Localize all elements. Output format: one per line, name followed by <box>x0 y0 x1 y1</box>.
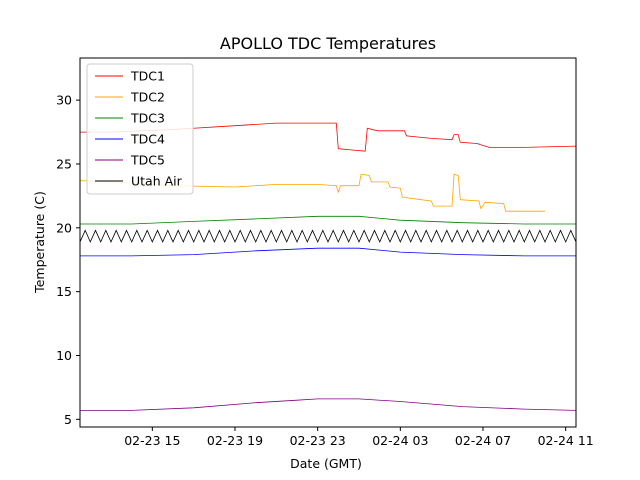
y-tick-label: 30 <box>56 93 72 108</box>
series-line-tdc3 <box>80 215 576 225</box>
x-tick-label: 02-23 15 <box>124 433 180 448</box>
x-tick-label: 02-24 07 <box>455 433 511 448</box>
x-tick-label: 02-23 19 <box>207 433 263 448</box>
series-line-utah-air <box>79 229 577 243</box>
y-tick-label: 20 <box>56 220 72 235</box>
legend-label: TDC2 <box>130 90 165 105</box>
x-tick-label: 02-23 23 <box>290 433 346 448</box>
plot-frame <box>79 57 577 428</box>
legend-label: Utah Air <box>131 174 183 189</box>
series-line-tdc5 <box>80 398 577 411</box>
axis-layer: 02-23 15 02-23 19 02-23 23 02-24 03 02-24 07… <box>56 93 594 448</box>
series-layer <box>79 122 577 411</box>
legend-label: TDC3 <box>130 111 165 126</box>
legend-label: TDC1 <box>130 69 165 84</box>
y-tick-label: 15 <box>56 284 72 299</box>
x-axis-label: Date (GMT) <box>290 456 362 471</box>
legend-label: TDC4 <box>130 132 165 147</box>
series-line-tdc2 <box>79 173 545 212</box>
chart-title: APOLLO TDC Temperatures <box>220 34 436 53</box>
y-tick-label: 10 <box>56 348 72 363</box>
y-tick-label: 25 <box>56 156 72 171</box>
series-line-tdc1 <box>80 122 577 152</box>
series-line-tdc4 <box>80 247 576 257</box>
legend-label: TDC5 <box>130 153 165 168</box>
y-tick-label: 5 <box>64 412 72 427</box>
y-axis-label: Temperature (C) <box>32 191 47 294</box>
x-tick-label: 02-24 11 <box>538 433 594 448</box>
legend: TDC1 TDC2 TDC3 TDC4 TDC5 Utah Air <box>86 63 194 195</box>
x-tick-label: 02-24 03 <box>372 433 428 448</box>
